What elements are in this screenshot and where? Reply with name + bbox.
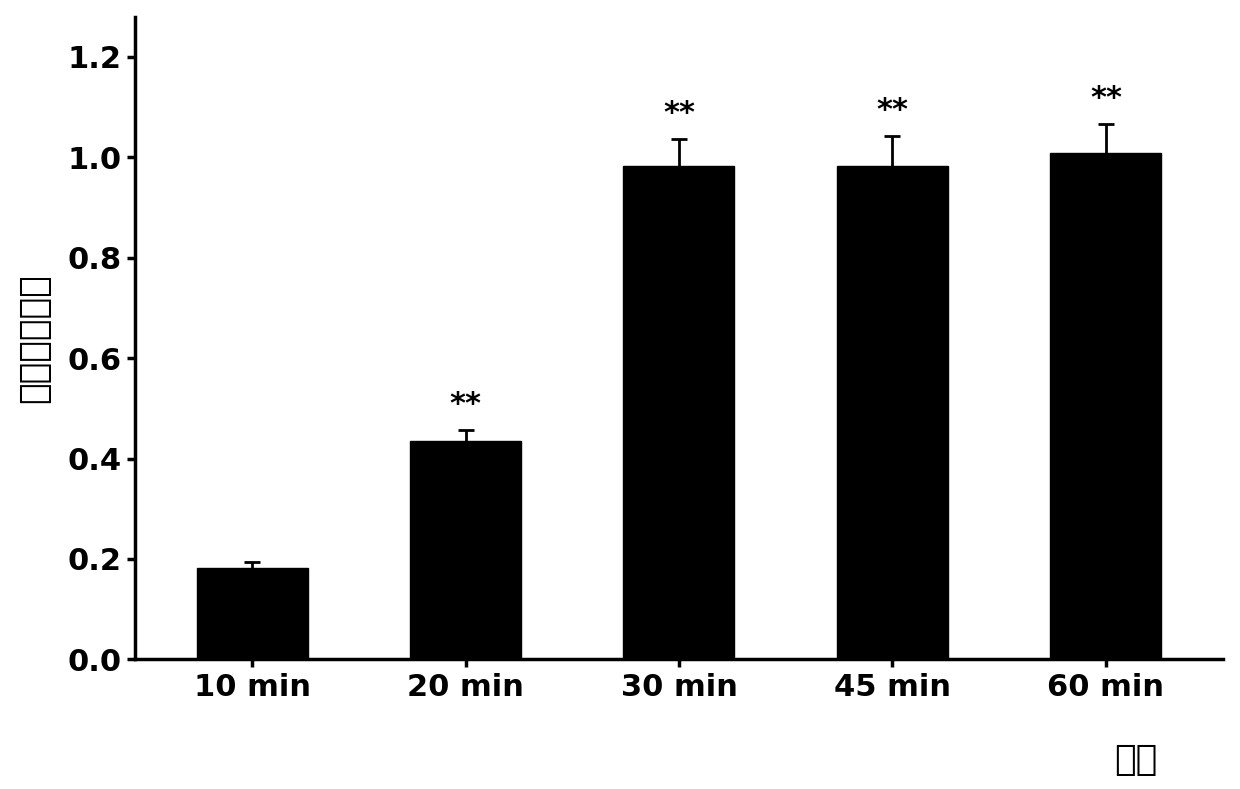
Bar: [1050, 153, 1162, 660]
Text: **: **: [450, 390, 481, 419]
Text: **: **: [1090, 84, 1122, 113]
Text: **: **: [663, 99, 694, 128]
Y-axis label: 归一化峰面积: 归一化峰面积: [16, 273, 51, 403]
Bar: [197, 568, 308, 660]
Bar: [624, 166, 734, 660]
Text: **: **: [877, 95, 909, 125]
Bar: [837, 166, 947, 660]
X-axis label: 时间: 时间: [1115, 743, 1158, 777]
Bar: [410, 441, 521, 660]
